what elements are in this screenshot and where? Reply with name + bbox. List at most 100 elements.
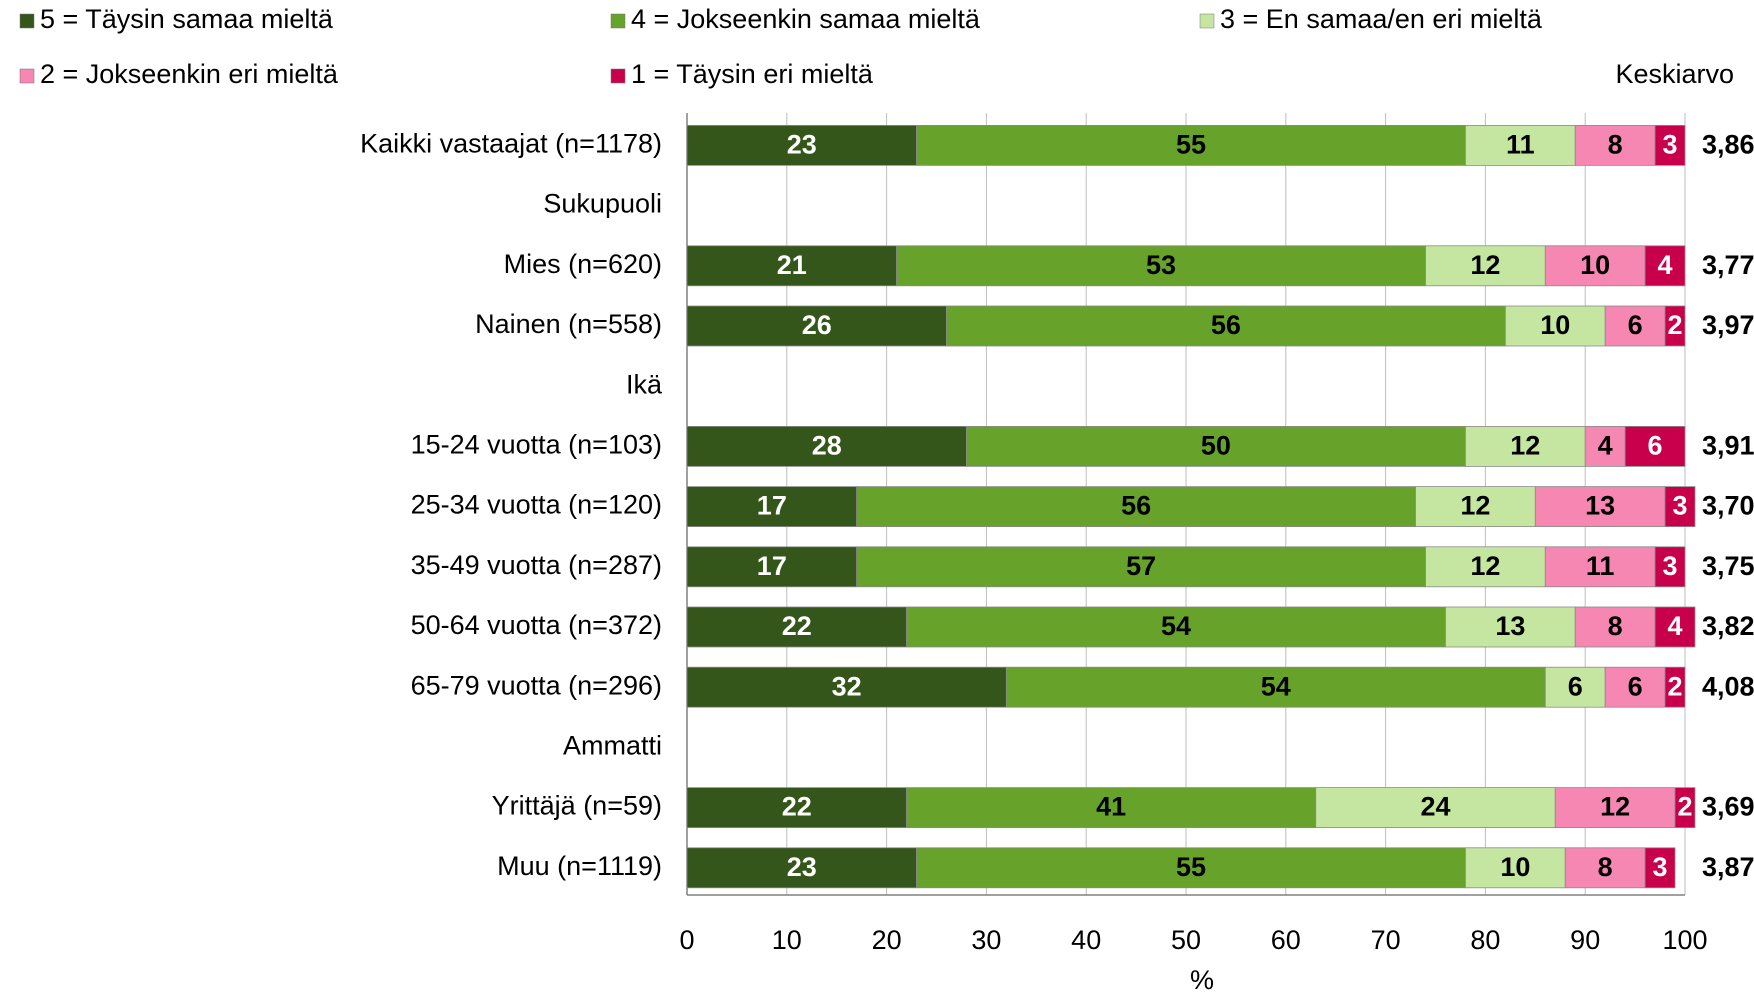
legend-label: 5 = Täysin samaa mieltä <box>40 4 334 34</box>
bar-value-label: 13 <box>1585 491 1615 521</box>
bar-value-label: 3 <box>1653 852 1668 882</box>
bar-value-label: 11 <box>1586 551 1615 581</box>
legend-swatch <box>19 68 35 84</box>
bar-value-label: 8 <box>1608 130 1623 160</box>
bar-value-label: 56 <box>1211 310 1241 340</box>
legend-label: 3 = En samaa/en eri mieltä <box>1220 4 1543 34</box>
x-tick-label: 40 <box>1071 925 1101 955</box>
legend-swatch <box>610 68 626 84</box>
bar-value-label: 32 <box>832 671 862 701</box>
bar-segment <box>1554 787 1676 828</box>
legend-swatch <box>19 13 35 29</box>
bar-value-label: 8 <box>1608 611 1623 641</box>
bar-value-label: 3 <box>1663 130 1678 160</box>
x-tick-label: 90 <box>1570 925 1600 955</box>
mean-value-label: 3,87 <box>1702 852 1754 882</box>
category-label: 50-64 vuotta (n=372) <box>411 610 662 640</box>
bar-value-label: 54 <box>1161 611 1191 641</box>
x-tick-label: 20 <box>872 925 902 955</box>
mean-value-label: 3,82 <box>1702 611 1754 641</box>
bar-segment <box>1005 666 1546 708</box>
bar-value-label: 8 <box>1598 852 1613 882</box>
bar-value-label: 12 <box>1510 431 1540 461</box>
category-label: Yrittäjä (n=59) <box>492 791 662 821</box>
mean-value-label: 3,91 <box>1702 431 1754 461</box>
bar-segment <box>1604 666 1666 708</box>
bar-segment <box>1644 245 1686 287</box>
bar-value-label: 11 <box>1506 130 1535 160</box>
legend-label: 1 = Täysin eri mieltä <box>631 59 874 89</box>
bar-segment <box>966 425 1466 467</box>
bar-value-label: 55 <box>1176 852 1206 882</box>
bar-value-label: 4 <box>1668 611 1683 641</box>
x-axis-label: % <box>1190 965 1214 994</box>
bar-value-label: 26 <box>802 310 832 340</box>
bar-segment <box>1465 847 1566 889</box>
bar-value-label: 2 <box>1668 671 1683 701</box>
mean-value-label: 3,86 <box>1702 130 1754 160</box>
bar-segment <box>686 305 947 347</box>
category-label: Nainen (n=558) <box>475 309 662 339</box>
bar-value-label: 17 <box>757 491 787 521</box>
category-label: Mies (n=620) <box>504 249 662 279</box>
bar-segment <box>686 787 907 828</box>
bar-value-label: 2 <box>1668 310 1683 340</box>
bar-value-label: 56 <box>1121 491 1151 521</box>
mean-value-label: 3,77 <box>1702 250 1754 280</box>
bar-value-label: 3 <box>1672 491 1687 521</box>
bar-segment <box>686 125 917 166</box>
bar-value-label: 23 <box>787 130 817 160</box>
bar-segment <box>686 847 917 889</box>
bar-value-label: 4 <box>1598 431 1613 461</box>
bar-value-label: 21 <box>777 250 807 280</box>
category-label: 65-79 vuotta (n=296) <box>411 670 662 700</box>
x-tick-label: 0 <box>679 925 694 955</box>
mean-value-label: 3,75 <box>1702 551 1754 581</box>
bar-value-label: 6 <box>1648 431 1663 461</box>
category-label: Ammatti <box>563 731 662 761</box>
bar-value-label: 53 <box>1146 250 1176 280</box>
bar-segment <box>686 486 858 528</box>
bar-value-label: 41 <box>1096 792 1126 822</box>
mean-value-label: 4,08 <box>1702 671 1754 701</box>
bar-value-label: 12 <box>1470 551 1500 581</box>
bar-value-label: 24 <box>1420 792 1450 822</box>
category-label: 15-24 vuotta (n=103) <box>411 430 662 460</box>
bar-segment <box>856 486 1416 528</box>
x-tick-label: 10 <box>772 925 802 955</box>
bar-segment <box>906 606 1446 648</box>
legend-swatch <box>1199 13 1215 29</box>
bar-segment <box>1465 125 1576 166</box>
bar-value-label: 17 <box>757 551 787 581</box>
bar-segment <box>946 305 1506 347</box>
x-tick-label: 30 <box>971 925 1001 955</box>
bar-segment <box>1504 305 1606 347</box>
legend-swatch <box>610 13 626 29</box>
category-label: 25-34 vuotta (n=120) <box>411 490 662 520</box>
bar-value-label: 54 <box>1261 671 1291 701</box>
bar-segment <box>1544 245 1646 287</box>
bar-segment <box>1544 546 1656 588</box>
bar-segment <box>1574 125 1656 166</box>
legend-label: 4 = Jokseenkin samaa mieltä <box>631 4 981 34</box>
bar-value-label: 50 <box>1201 431 1231 461</box>
mean-value-label: 3,70 <box>1702 491 1754 521</box>
bar-segment <box>686 425 967 467</box>
bar-segment <box>1624 425 1686 467</box>
mean-value-label: 3,97 <box>1702 310 1754 340</box>
bar-segment <box>1445 606 1576 648</box>
x-tick-label: 70 <box>1371 925 1401 955</box>
bar-segment <box>906 787 1317 828</box>
bar-segment <box>1644 847 1676 889</box>
bar-segment <box>1664 666 1686 708</box>
bar-segment <box>856 546 1426 588</box>
bar-value-label: 12 <box>1600 792 1630 822</box>
bar-value-label: 22 <box>782 792 812 822</box>
bar-segment <box>1584 425 1626 467</box>
x-tick-label: 80 <box>1470 925 1500 955</box>
bar-value-label: 12 <box>1460 491 1490 521</box>
category-label: 35-49 vuotta (n=287) <box>411 550 662 580</box>
x-tick-label: 50 <box>1171 925 1201 955</box>
x-tick-label: 100 <box>1662 925 1707 955</box>
bar-segment <box>1425 546 1546 588</box>
